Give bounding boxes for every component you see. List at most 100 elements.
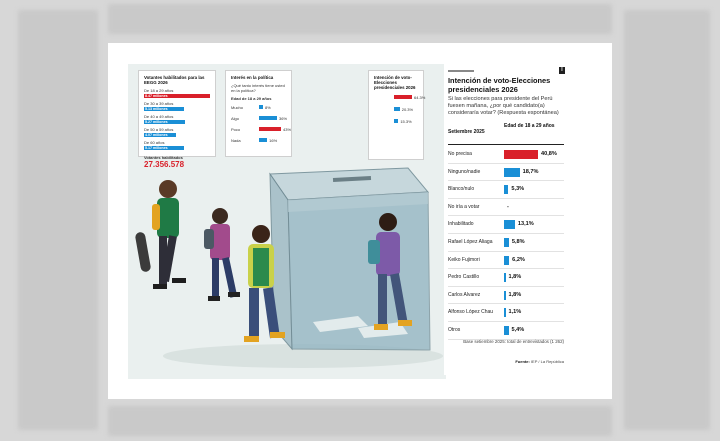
mini-interest-bar xyxy=(259,138,268,142)
vote-intention-panel: I Intención de voto-Elecciones presidenc… xyxy=(444,64,568,375)
chart-row: No iría a votar - xyxy=(448,199,564,217)
chart-category-label: Ninguno/nadie xyxy=(448,168,481,175)
person-skateboard xyxy=(135,180,186,289)
mini-voters-bar: 5.13 millones xyxy=(144,107,184,111)
person-front-phone xyxy=(244,225,285,342)
mini-interest-row: Algo 36% xyxy=(231,115,288,123)
mini-small-title: Intención de voto-Elecciones presidencia… xyxy=(374,75,416,90)
chart-value-label: 1,8% xyxy=(508,274,522,281)
chart-value-label: 6,2% xyxy=(512,256,525,263)
chart-category-label: Otros xyxy=(448,326,461,333)
panel-col-right-header: Edad de 18 a 29 años xyxy=(504,123,555,129)
background-page-top xyxy=(108,4,612,34)
mini-voters-row-label: De 60 años xyxy=(144,140,165,145)
chart-value-label: 5,4% xyxy=(511,326,525,333)
mini-voters-bar: 5.27 millones xyxy=(144,120,185,124)
vote-bar-chart: No precisa 40,8% Ninguno/nadie 18,7% Blanco/… xyxy=(448,146,564,340)
chart-row: Rafael López Aliaga 5,8% xyxy=(448,234,564,252)
panel-base-note: Base setiembre 2025: total de entrevista… xyxy=(463,339,564,344)
mini-small-value: 20.3% xyxy=(401,107,414,112)
chart-value-label: 1,1% xyxy=(508,309,522,316)
mini-interest-row: Poco 43% xyxy=(231,126,291,134)
mini-voters-row-label: De 30 a 39 años xyxy=(144,101,174,106)
mini-voters-row-label: De 18 a 29 años xyxy=(144,88,174,93)
chart-category-label: No iría a votar xyxy=(448,203,480,210)
mini-small-bar xyxy=(394,95,412,99)
mini-voters-bar: 4.07 millones xyxy=(144,133,176,137)
mini-interest-row: Mucho 8% xyxy=(231,104,286,112)
person-inside-box xyxy=(368,213,412,330)
chart-bar xyxy=(504,220,515,230)
chart-category-label: Carlos Alvarez xyxy=(448,291,481,298)
mini-interest-row-label: Algo xyxy=(231,116,240,121)
mini-voters-row: De 50 a 59 años 4.07 millones xyxy=(144,127,210,137)
mini-small-bar xyxy=(394,107,400,111)
mini-voters-bar: 8.47 millones xyxy=(144,94,210,98)
chart-category-label: Rafael López Aliaga xyxy=(448,238,493,245)
mini-voters-rows: De 18 a 29 años 8.47 millones De 30 a 39 a… xyxy=(144,88,210,150)
chart-bar xyxy=(504,255,510,265)
chart-row: Ninguno/nadie 18,7% xyxy=(448,164,564,182)
chart-bar xyxy=(504,325,509,335)
chart-bar xyxy=(504,273,506,283)
mini-small-rows: 64.3% 20.3% 15.3% xyxy=(374,93,425,126)
panel-header-divider xyxy=(448,144,564,145)
mini-interest-row-label: Poco xyxy=(231,127,241,132)
chart-row: Alfonso López Chau 1,1% xyxy=(448,304,564,322)
chart-row: Blanco/nulo 5,3% xyxy=(448,181,564,199)
mini-voters-total-value: 27.356.578 xyxy=(144,160,185,169)
mini-voters-row: De 60 años 5.17 millones xyxy=(144,140,210,150)
chart-category-label: Pedro Castillo xyxy=(448,274,480,281)
mini-interest-value: 16% xyxy=(269,138,278,143)
chart-category-label: Keiko Fujimori xyxy=(448,256,480,263)
mini-interest-row-label: Mucho xyxy=(231,105,244,110)
chart-value-label: 40,8% xyxy=(541,151,557,157)
chart-value-label: 18,7% xyxy=(522,168,539,175)
mini-small-row: 64.3% xyxy=(374,93,425,102)
mini-interest-bar xyxy=(259,116,278,120)
mini-interest-bar xyxy=(259,105,263,109)
mini-small-row: 15.3% xyxy=(374,117,418,126)
chart-value-label: 5,3% xyxy=(511,186,525,193)
panel-corner-badge: I xyxy=(559,67,565,74)
mini-voters-row-label: De 50 a 59 años xyxy=(144,127,174,132)
background-page-left xyxy=(18,10,98,430)
illustration-scene: Votantes habilitados para las EEGG 2026 … xyxy=(128,64,446,379)
chart-value-label: 1,8% xyxy=(508,291,522,298)
chart-bar xyxy=(504,290,506,300)
mini-chart-vote-small: Intención de voto-Elecciones presidencia… xyxy=(368,70,425,160)
chart-category-label: Inhabilitado xyxy=(448,221,474,228)
mini-interest-row-label: Nada xyxy=(231,138,241,143)
mini-interest-bar xyxy=(259,127,281,131)
mini-voters-row: De 18 a 29 años 8.47 millones xyxy=(144,88,210,98)
mini-chart-voters: Votantes habilitados para las EEGG 2026 … xyxy=(138,70,216,169)
panel-question: Si las elecciones para presidente del Pe… xyxy=(448,96,559,116)
chart-value-label: 5,8% xyxy=(511,238,525,245)
mini-small-value: 15.3% xyxy=(400,119,412,124)
mini-interest-value: 36% xyxy=(279,116,288,121)
panel-col-left-header: Setiembre 2025 xyxy=(448,129,485,135)
chart-bar xyxy=(504,150,538,159)
mini-voters-title: Votantes habilitados para las EEGG 2026 xyxy=(144,75,205,85)
chart-bar xyxy=(504,308,506,318)
mini-voters-row: De 30 a 39 años 5.13 millones xyxy=(144,101,210,111)
mini-small-row: 20.3% xyxy=(374,105,418,114)
chart-bar xyxy=(504,167,520,177)
mini-small-bar xyxy=(394,119,399,123)
background-page-right xyxy=(624,10,710,430)
panel-source: Fuente: IEP / La República xyxy=(448,359,564,364)
mini-voters-bar: 5.17 millones xyxy=(144,146,185,150)
chart-row: Keiko Fujimori 6,2% xyxy=(448,252,564,270)
mini-chart-interest: Interés en la política ¿Qué tanto interé… xyxy=(225,70,292,157)
mini-interest-value: 43% xyxy=(283,127,292,132)
panel-source-prefix: Fuente: xyxy=(515,359,530,364)
panel-kicker-line xyxy=(448,70,474,72)
person-walking-backpack xyxy=(204,208,240,301)
chart-bar xyxy=(504,185,509,195)
mini-voters-row: De 40 a 49 años 5.27 millones xyxy=(144,114,210,124)
chart-row: Inhabilitado 13,1% xyxy=(448,216,564,234)
chart-category-label: Alfonso López Chau xyxy=(448,309,494,316)
mini-small-value: 64.3% xyxy=(414,95,426,100)
background-page-bottom xyxy=(108,406,612,436)
mini-interest-rows: Mucho 8% Algo 36% Poco 43% Nada 16% xyxy=(231,104,291,145)
